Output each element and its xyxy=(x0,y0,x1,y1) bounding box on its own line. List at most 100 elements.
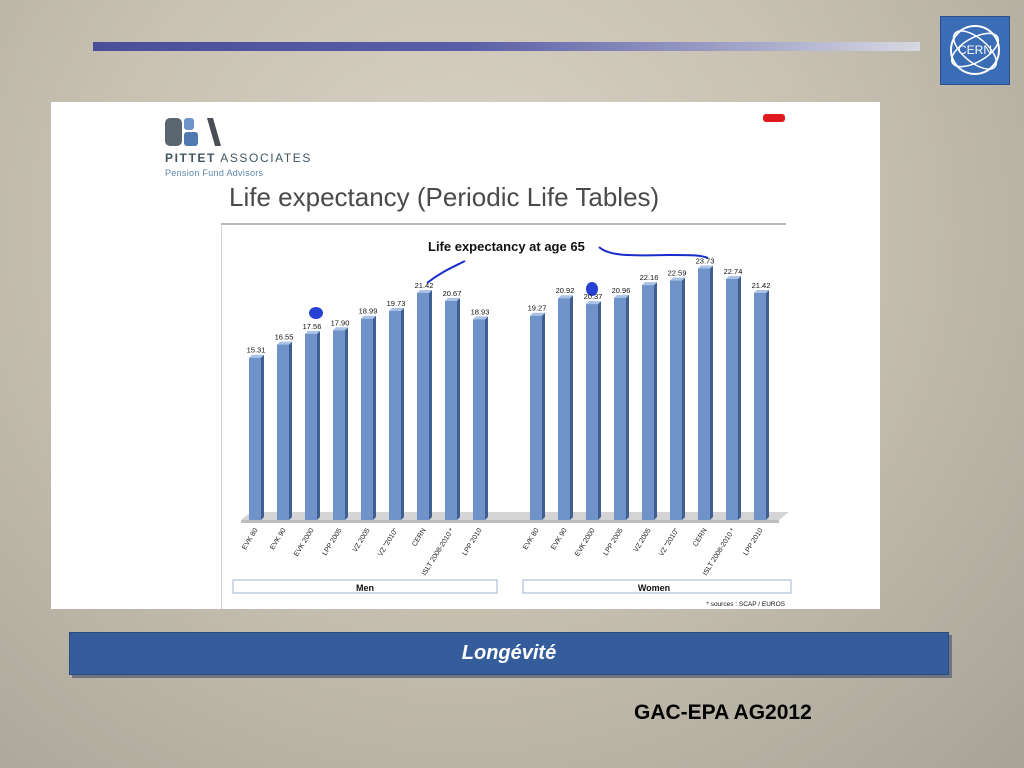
category-label: EVK 80 xyxy=(522,527,541,551)
bar-top xyxy=(305,330,320,334)
annotation-dot-women xyxy=(586,282,598,296)
bar-top xyxy=(726,275,741,279)
bar-side xyxy=(738,275,741,520)
data-label: 16.55 xyxy=(275,333,294,342)
bar xyxy=(726,278,738,520)
bar xyxy=(277,344,289,520)
bar xyxy=(417,292,429,520)
data-label: 18.93 xyxy=(471,307,490,316)
bar-side xyxy=(542,312,545,520)
bar xyxy=(361,318,373,520)
annotation-dot-men xyxy=(309,307,323,319)
bar xyxy=(642,285,654,520)
bar-top xyxy=(642,282,657,286)
bar-top xyxy=(361,315,376,319)
bar-top xyxy=(614,294,629,298)
slide-footer: GAC-EPA AG2012 xyxy=(634,701,812,724)
data-label: 19.73 xyxy=(387,299,406,308)
bar-top xyxy=(473,316,488,320)
data-label: 20.96 xyxy=(612,286,631,295)
category-label: LPP 2010 xyxy=(743,527,765,557)
category-label: LPP 2005 xyxy=(322,527,344,557)
category-label: VZ "2010" xyxy=(658,527,681,558)
data-label: 20.92 xyxy=(556,286,575,295)
title-rule xyxy=(221,223,786,225)
red-mark xyxy=(763,114,785,122)
cern-logo-graphic: CERN xyxy=(950,25,1000,75)
category-label: VZ "2010" xyxy=(377,527,400,558)
bar xyxy=(333,330,345,520)
data-label: 19.27 xyxy=(528,304,547,313)
annotation-stroke-women xyxy=(598,246,709,259)
annotation-stroke-men xyxy=(426,260,466,284)
data-label: 21.42 xyxy=(415,281,434,290)
bar xyxy=(530,315,542,520)
category-label: EVK 2000 xyxy=(574,527,597,558)
chart-image: PITTET ASSOCIATES Pension Fund Advisors … xyxy=(51,102,880,609)
top-rule xyxy=(93,42,920,51)
bar-side xyxy=(429,289,432,520)
bar-side xyxy=(654,282,657,520)
bar-side xyxy=(457,297,460,520)
data-label: 23.73 xyxy=(696,256,715,265)
bar xyxy=(249,357,261,520)
chart-footnote: * sources : SCAP / EUROS xyxy=(706,601,785,608)
bar-side xyxy=(598,301,601,520)
category-label: EVK 80 xyxy=(241,527,260,551)
bar-top xyxy=(277,341,292,345)
category-label: ISLT 2008-2010 * xyxy=(421,527,456,577)
category-label: CERN xyxy=(692,527,708,548)
data-label: 15.31 xyxy=(247,346,266,355)
company-tagline: Pension Fund Advisors xyxy=(165,168,264,178)
bar xyxy=(389,310,401,520)
bar xyxy=(473,319,485,520)
data-label: 17.56 xyxy=(303,322,322,331)
bar-side xyxy=(682,277,685,520)
bar-side xyxy=(401,307,404,520)
bar-top xyxy=(530,312,545,316)
bar-side xyxy=(570,295,573,520)
bar-side xyxy=(261,354,264,520)
company-name: PITTET ASSOCIATES xyxy=(165,151,313,165)
bar-side xyxy=(317,330,320,520)
bar xyxy=(586,304,598,520)
slide-subtitle: Longévité xyxy=(461,642,557,664)
bars-group: 15.31 EVK 80 16.55 EVK 90 17.56 EVK 2000 17.90… xyxy=(241,256,770,577)
bar-top xyxy=(558,295,573,299)
chart-title: Life expectancy (Periodic Life Tables) xyxy=(229,182,660,212)
bar-top xyxy=(698,265,713,269)
bar-top xyxy=(754,289,769,293)
group-box-women xyxy=(522,579,792,594)
bar-top xyxy=(670,277,685,281)
data-label: 22.74 xyxy=(724,267,743,276)
bar-top xyxy=(333,327,348,331)
bar-side xyxy=(710,265,713,520)
bar-side xyxy=(345,327,348,520)
bar xyxy=(445,300,457,520)
bar-side xyxy=(289,341,292,520)
bar-chart: Life expectancy at age 65 Men Women * so… xyxy=(232,239,792,608)
pittet-associates-logo xyxy=(165,118,221,146)
bar-side xyxy=(766,289,769,520)
data-label: 20.37 xyxy=(584,292,603,301)
bar xyxy=(558,298,570,520)
group-label-women: Women xyxy=(638,583,670,593)
category-label: ISLT 2008-2010 * xyxy=(702,527,737,577)
bar-top xyxy=(417,289,432,293)
bar-top xyxy=(586,301,601,305)
bar-side xyxy=(485,316,488,520)
category-label: CERN xyxy=(411,527,427,548)
category-label: LPP 2010 xyxy=(462,527,484,557)
bar xyxy=(754,292,766,520)
data-label: 22.16 xyxy=(640,273,659,282)
data-label: 20.67 xyxy=(443,289,462,298)
data-label: 21.42 xyxy=(752,281,771,290)
bar-side xyxy=(373,315,376,520)
category-label: LPP 2005 xyxy=(603,527,625,557)
slide-subtitle-band: Longévité xyxy=(69,632,949,675)
category-label: VZ 2005 xyxy=(352,527,372,553)
group-box-men xyxy=(232,579,498,594)
bar xyxy=(305,333,317,520)
category-label: VZ 2005 xyxy=(633,527,653,553)
bar-top xyxy=(445,297,460,301)
